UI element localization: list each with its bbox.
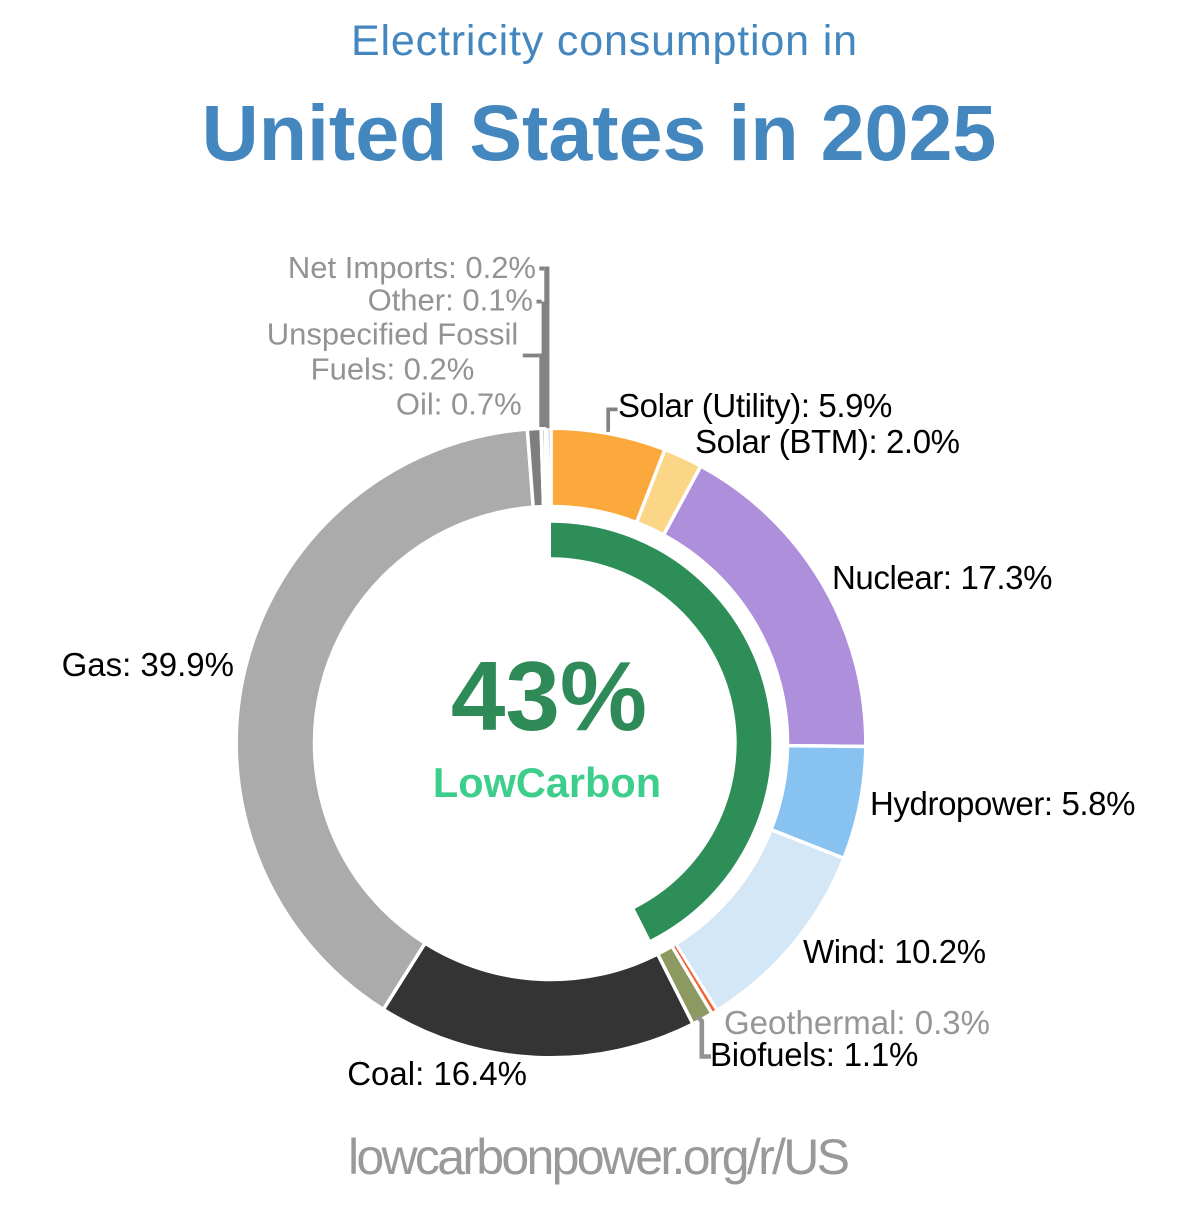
svg-text:lowcarbonpower.org/r/US: lowcarbonpower.org/r/US (348, 1129, 850, 1185)
svg-text:Coal: 16.4%: Coal: 16.4% (347, 1055, 527, 1092)
svg-text:Unspecified Fossil: Unspecified Fossil (267, 317, 519, 352)
svg-text:Solar (Utility): 5.9%: Solar (Utility): 5.9% (618, 387, 892, 424)
svg-text:Gas: 39.9%: Gas: 39.9% (62, 646, 234, 683)
svg-text:Electricity consumption in: Electricity consumption in (351, 17, 857, 65)
svg-text:Other: 0.1%: Other: 0.1% (368, 283, 533, 318)
svg-text:Solar (BTM): 2.0%: Solar (BTM): 2.0% (695, 423, 960, 460)
svg-text:Fuels: 0.2%: Fuels: 0.2% (311, 352, 475, 387)
svg-text:United States in 2025: United States in 2025 (202, 88, 997, 177)
svg-text:43%: 43% (451, 641, 647, 751)
svg-text:Geothermal: 0.3%: Geothermal: 0.3% (724, 1004, 990, 1041)
svg-text:Wind: 10.2%: Wind: 10.2% (803, 933, 986, 970)
svg-text:Hydropower: 5.8%: Hydropower: 5.8% (870, 785, 1135, 822)
svg-text:LowCarbon: LowCarbon (433, 759, 661, 806)
svg-text:Nuclear: 17.3%: Nuclear: 17.3% (832, 559, 1052, 596)
svg-text:Oil: 0.7%: Oil: 0.7% (396, 387, 522, 422)
svg-text:Net Imports: 0.2%: Net Imports: 0.2% (288, 250, 536, 285)
svg-text:Biofuels: 1.1%: Biofuels: 1.1% (710, 1036, 918, 1073)
